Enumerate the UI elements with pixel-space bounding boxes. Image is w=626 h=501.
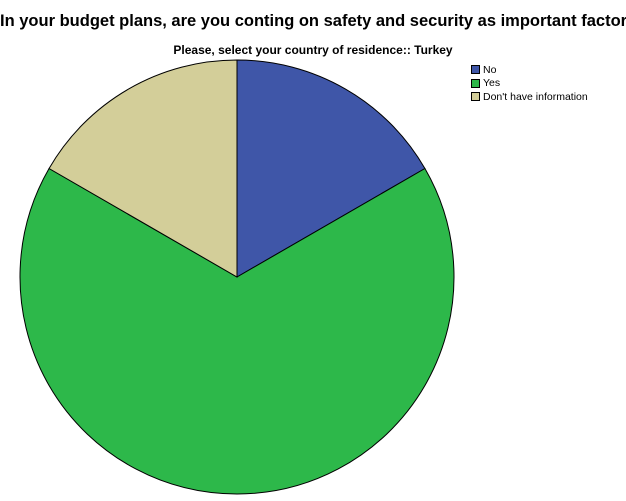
chart-subtitle-text: Please, select your country of residence… <box>173 43 453 57</box>
legend-item-yes: Yes <box>471 77 588 91</box>
pie-slice-no <box>236 59 426 278</box>
pie-slice-don-t-have-information <box>48 59 238 278</box>
chart-title: In your budget plans, are you conting on… <box>0 12 626 30</box>
chart-legend: No Yes Don't have information <box>471 63 588 104</box>
legend-label-no: No <box>483 63 497 76</box>
legend-item-dont-have-information: Don't have information <box>471 90 588 104</box>
legend-swatch-dont-have-information <box>471 92 480 102</box>
legend-label-dont-have-information: Don't have information <box>483 90 588 103</box>
legend-swatch-no <box>471 65 480 75</box>
legend-item-no: No <box>471 63 588 77</box>
legend-label-yes: Yes <box>483 77 501 90</box>
legend-swatch-yes <box>471 78 480 88</box>
chart-subtitle: Please, select your country of residence… <box>0 43 626 57</box>
pie-slice-yes <box>19 167 455 495</box>
